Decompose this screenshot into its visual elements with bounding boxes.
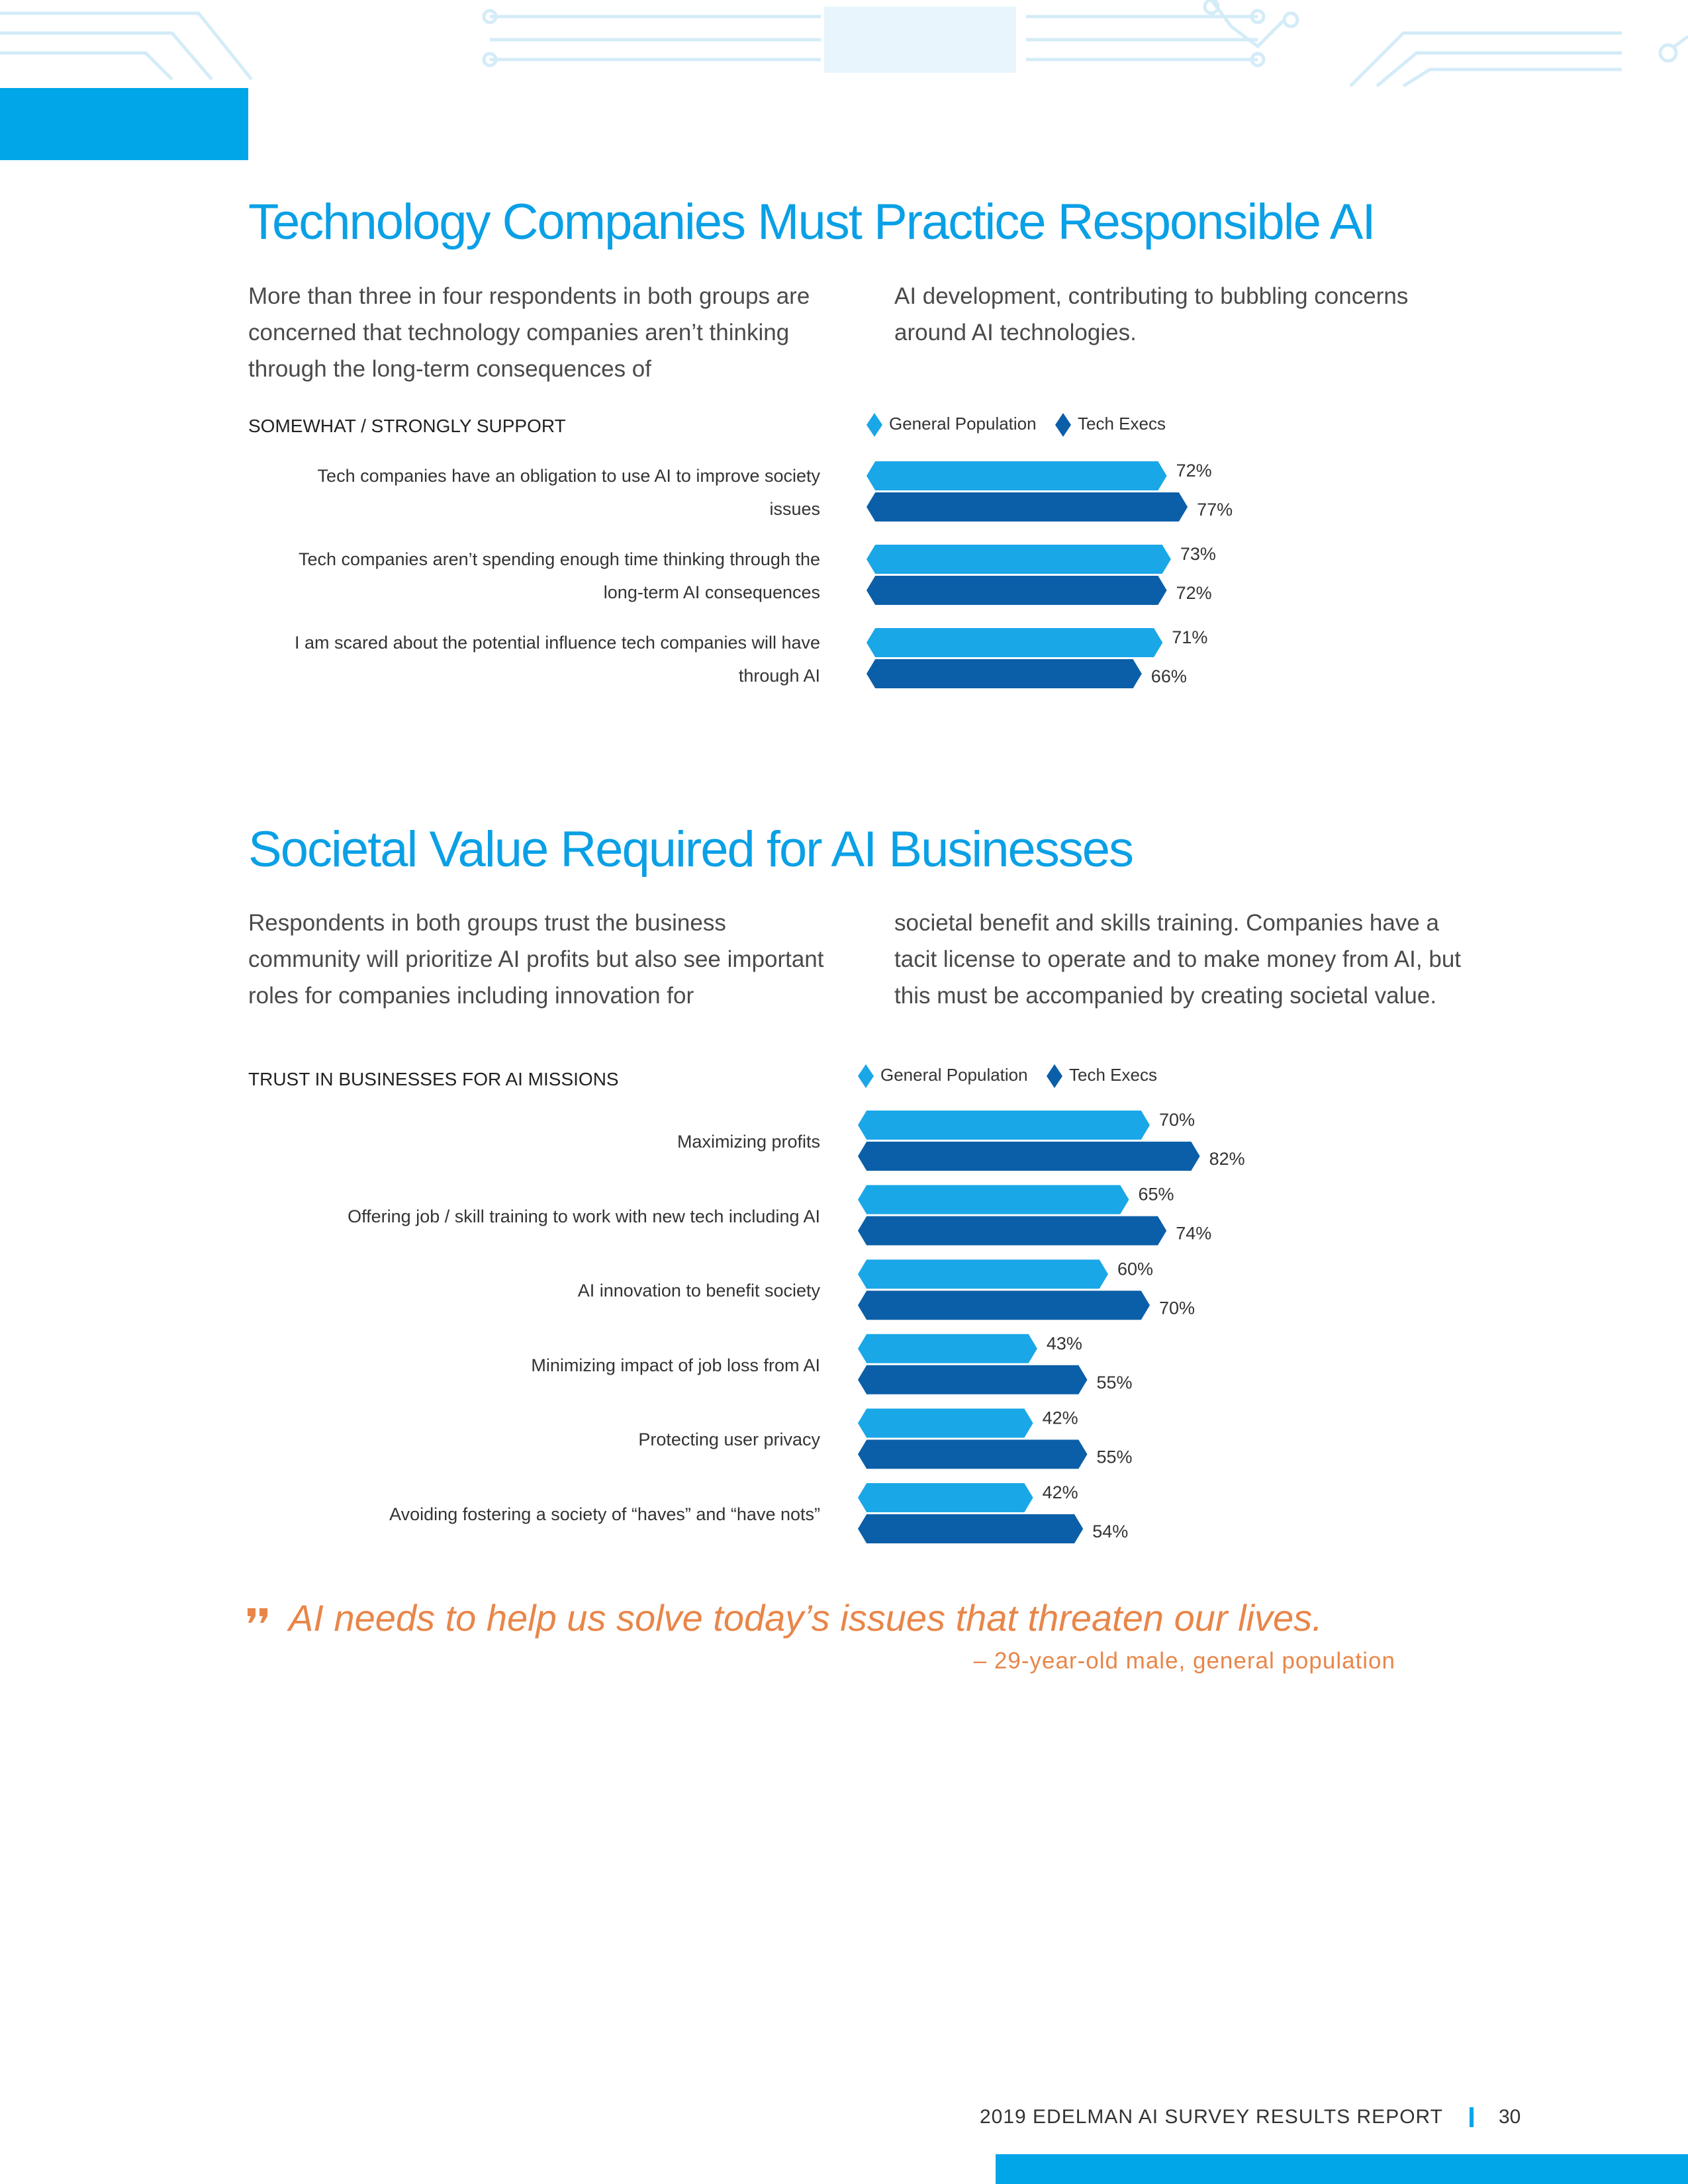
- value-label: 65%: [1139, 1185, 1174, 1205]
- value-label: 60%: [1117, 1259, 1153, 1279]
- value-label: 70%: [1159, 1110, 1195, 1130]
- quote-icon: [248, 1608, 267, 1623]
- chart-marks: General Population Tech Execs 72% 77% 73% 72%…: [858, 413, 1245, 1543]
- category-label: Maximizing profits: [677, 1132, 820, 1152]
- value-label: 54%: [1092, 1522, 1128, 1541]
- chart-title: SOMEWHAT / STRONGLY SUPPORT: [248, 416, 566, 436]
- section-title: Technology Companies Must Practice Respo…: [248, 194, 1376, 250]
- category-label: Tech companies have an obligation to use…: [317, 466, 820, 519]
- bar: [867, 545, 1171, 574]
- legend-label: Tech Execs: [1069, 1065, 1157, 1085]
- value-label: 72%: [1176, 583, 1212, 603]
- header-block: [0, 88, 248, 160]
- bar: [858, 1216, 1167, 1246]
- legend-marker: [1055, 413, 1071, 437]
- bar: [867, 492, 1188, 522]
- bar: [858, 1334, 1037, 1363]
- bar: [867, 659, 1142, 688]
- bar: [867, 461, 1167, 490]
- value-label: 70%: [1159, 1298, 1195, 1318]
- legend-label: General Population: [889, 414, 1037, 433]
- bar: [858, 1439, 1088, 1469]
- value-label: 66%: [1151, 666, 1187, 686]
- legend-label: General Population: [880, 1065, 1028, 1085]
- category-label: Tech companies aren’t spending enough ti…: [298, 549, 820, 602]
- bar: [858, 1483, 1033, 1512]
- value-label: 55%: [1097, 1447, 1133, 1467]
- value-label: 42%: [1043, 1482, 1078, 1502]
- body-text: Respondents in both groups trust the bus…: [248, 910, 824, 1009]
- value-label: 72%: [1176, 461, 1212, 480]
- footer-report: 2019 EDELMAN AI SURVEY RESULTS REPORT: [979, 2106, 1443, 2128]
- value-label: 77%: [1197, 500, 1233, 520]
- legend-marker: [867, 413, 882, 437]
- bar: [867, 576, 1167, 605]
- body-text: More than three in four respondents in b…: [248, 283, 810, 382]
- value-label: 82%: [1209, 1149, 1245, 1169]
- legend-marker: [1047, 1064, 1062, 1088]
- bar: [867, 628, 1163, 657]
- footer-divider: [1470, 2107, 1474, 2127]
- category-label: AI innovation to benefit society: [577, 1281, 820, 1301]
- value-label: 73%: [1180, 544, 1216, 564]
- value-label: 43%: [1047, 1334, 1082, 1353]
- bar: [858, 1111, 1150, 1140]
- value-label: 74%: [1176, 1224, 1211, 1244]
- section-title: Societal Value Required for AI Businesse…: [248, 821, 1134, 878]
- value-label: 71%: [1172, 627, 1207, 647]
- value-label: 55%: [1097, 1373, 1133, 1392]
- value-label: 42%: [1043, 1408, 1078, 1428]
- chart-title: TRUST IN BUSINESSES FOR AI MISSIONS: [248, 1069, 619, 1089]
- category-label: Avoiding fostering a society of “haves” …: [389, 1504, 820, 1524]
- footer-page: 30: [1499, 2106, 1521, 2128]
- legend-label: Tech Execs: [1078, 414, 1166, 433]
- quote-attribution: – 29-year-old male, general population: [973, 1648, 1395, 1674]
- bar: [858, 1514, 1084, 1543]
- quote-text: AI needs to help us solve today’s issues…: [289, 1597, 1323, 1639]
- body-text: societal benefit and skills training. Co…: [894, 910, 1462, 1009]
- category-label: Protecting user privacy: [638, 1430, 820, 1450]
- bar: [858, 1291, 1150, 1320]
- body-text: AI development, contributing to bubbling…: [894, 283, 1409, 345]
- legend-marker: [858, 1064, 874, 1088]
- category-label: Minimizing impact of job loss from AI: [531, 1355, 820, 1375]
- bar: [858, 1142, 1200, 1171]
- bar: [858, 1185, 1129, 1214]
- category-label: Offering job / skill training to work wi…: [348, 1206, 820, 1226]
- header-decoration: [0, 0, 1688, 88]
- bar: [858, 1259, 1108, 1289]
- bar: [858, 1408, 1033, 1438]
- bar: [858, 1365, 1088, 1394]
- footer-block: [996, 2154, 1688, 2184]
- category-label: I am scared about the potential influenc…: [295, 633, 820, 686]
